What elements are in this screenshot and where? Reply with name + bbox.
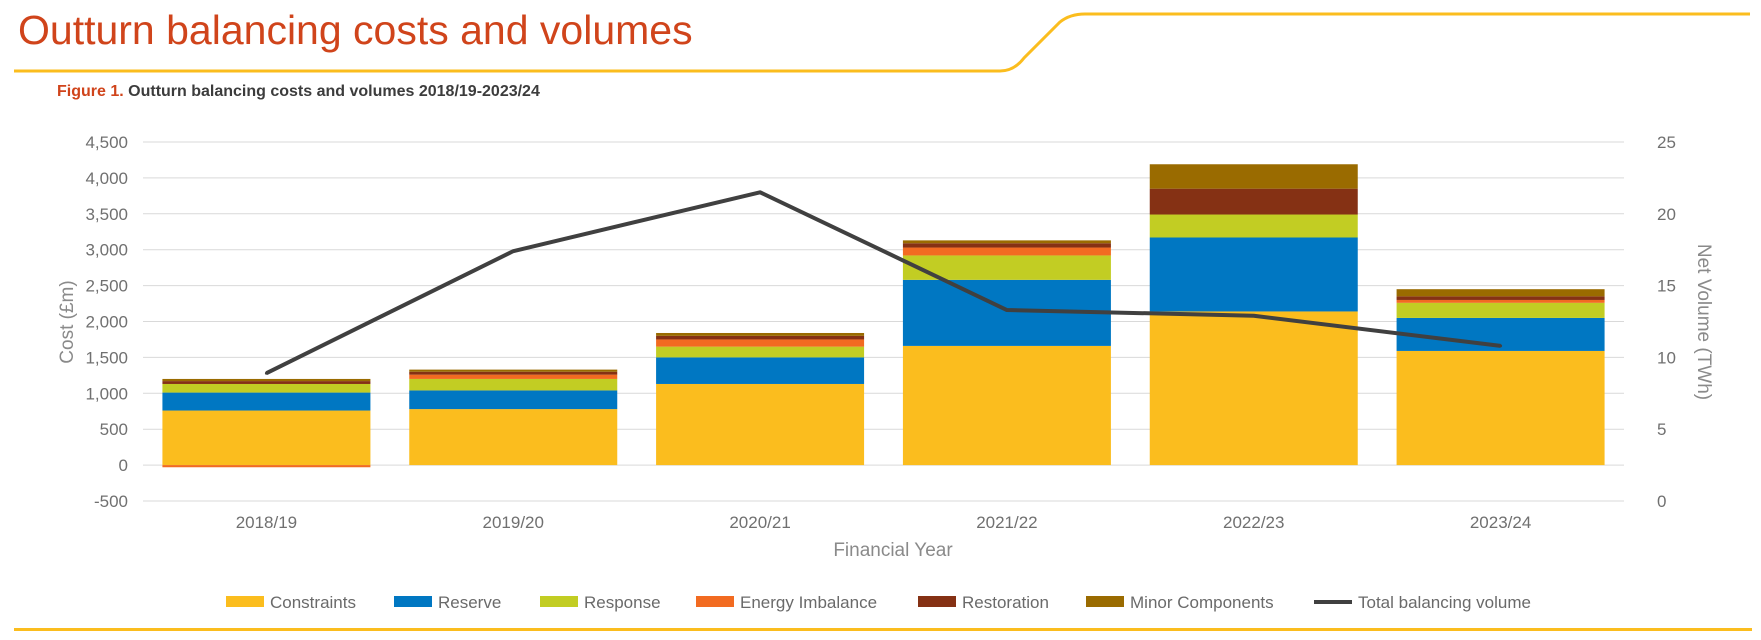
bar-segment: [409, 374, 618, 379]
bar-segment: [902, 240, 1111, 244]
legend-swatch: [394, 596, 432, 607]
y2-tick-label: 10: [1657, 348, 1676, 367]
line-layer: [264, 190, 1503, 375]
legend-swatch: [226, 596, 264, 607]
bar-segment: [1396, 296, 1605, 300]
bar-segment: [656, 357, 865, 384]
y2-axis-ticks: 0 5 10 15 20 25: [1657, 133, 1676, 511]
figure-label: Figure 1.: [57, 83, 124, 100]
bar-segment: [1149, 237, 1358, 312]
legend-label: Minor Components: [1130, 593, 1274, 612]
y-axis-title: Cost (£m): [57, 280, 78, 363]
y-tick-label: 1,000: [85, 384, 128, 403]
bar-segment: [162, 392, 371, 411]
bar-segment: [1396, 299, 1605, 303]
legend-swatch: [540, 596, 578, 607]
line-point: [1252, 314, 1256, 318]
legend-label: Response: [584, 593, 661, 612]
bar-segment: [902, 247, 1111, 256]
legend-swatch: [696, 596, 734, 607]
bar-segment: [902, 345, 1111, 466]
legend-swatch: [918, 596, 956, 607]
legend-swatch: [1086, 596, 1124, 607]
page-title: Outturn balancing costs and volumes: [18, 7, 693, 53]
y2-axis-title: Net Volume (TWh): [1693, 244, 1714, 400]
bar-segment: [162, 410, 371, 466]
bar-segment: [1149, 311, 1358, 466]
line-point: [758, 190, 762, 194]
y-tick-label: 3,500: [85, 205, 128, 224]
y-tick-label: 3,000: [85, 241, 128, 260]
line-point: [1499, 344, 1503, 348]
legend-label: Total balancing volume: [1358, 593, 1531, 612]
total-balancing-volume-line: [265, 190, 1501, 375]
bar-segment: [162, 381, 371, 384]
bar-segment: [656, 335, 865, 340]
bar-segment: [1149, 164, 1358, 189]
bar-segment: [162, 383, 371, 393]
y-tick-label: 4,000: [85, 169, 128, 188]
y-tick-label: 2,000: [85, 313, 128, 332]
bottom-rule: [14, 628, 1752, 631]
bar-segment: [409, 371, 618, 375]
y-tick-label: 0: [119, 456, 128, 475]
line-point: [264, 371, 268, 375]
bar-segment: [1396, 302, 1605, 318]
x-tick-label: 2019/20: [483, 513, 544, 532]
bar-segment: [162, 378, 371, 382]
legend-label: Energy Imbalance: [740, 593, 877, 612]
bar-segment: [656, 332, 865, 336]
x-tick-label: 2022/23: [1223, 513, 1284, 532]
figure-caption-text: Outturn balancing costs and volumes 2018…: [128, 83, 540, 100]
figure-caption: Figure 1. Outturn balancing costs and vo…: [57, 83, 540, 101]
x-tick-label: 2023/24: [1470, 513, 1531, 532]
y2-tick-label: 20: [1657, 205, 1676, 224]
bar-segment: [1396, 350, 1605, 466]
legend-label: Constraints: [270, 593, 356, 612]
bar-segment: [409, 378, 618, 391]
y2-tick-label: 0: [1657, 492, 1666, 511]
x-tick-label: 2021/22: [976, 513, 1037, 532]
y-axis-ticks: -500 0 500 1,000 1,500 2,000 2,500 3,000 3,500 4,…: [85, 133, 128, 511]
bar-segment: [409, 390, 618, 410]
y-tick-label: -500: [94, 492, 128, 511]
bar-segment: [1149, 188, 1358, 215]
bar-layer: [162, 164, 1605, 468]
x-tick-label: 2020/21: [729, 513, 790, 532]
bar-segment: [656, 346, 865, 358]
bar-segment: [162, 465, 371, 468]
y2-tick-label: 15: [1657, 277, 1676, 296]
x-axis-title: Financial Year: [833, 540, 953, 561]
y-tick-label: 1,500: [85, 348, 128, 367]
x-tick-label: 2018/19: [236, 513, 297, 532]
y2-tick-label: 25: [1657, 133, 1676, 152]
bar-segment: [656, 383, 865, 466]
bar-segment: [1149, 214, 1358, 238]
bar-segment: [409, 369, 618, 372]
legend: Constraints Reserve Response Energy Imbalan…: [226, 593, 1531, 612]
bar-segment: [902, 243, 1111, 248]
line-point: [1005, 308, 1009, 312]
legend-label: Reserve: [438, 593, 501, 612]
bar-segment: [1396, 289, 1605, 297]
y2-tick-label: 5: [1657, 420, 1666, 439]
header-rule: [14, 12, 1750, 73]
legend-label: Restoration: [962, 593, 1049, 612]
y-tick-label: 500: [100, 420, 128, 439]
x-axis-ticks: 2018/19 2019/20 2020/21 2021/22 2022/23 2023/…: [236, 513, 1532, 532]
bar-segment: [409, 409, 618, 466]
bar-segment: [656, 339, 865, 347]
y-tick-label: 4,500: [85, 133, 128, 152]
gridlines: [143, 141, 1624, 502]
line-point: [511, 249, 515, 253]
y-tick-label: 2,500: [85, 277, 128, 296]
